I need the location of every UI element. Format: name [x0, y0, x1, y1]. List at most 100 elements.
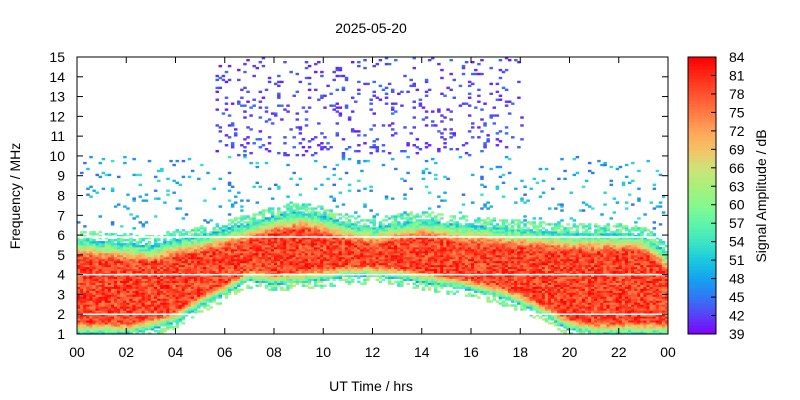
heatmap-cell — [150, 258, 155, 262]
heatmap-cell — [178, 300, 183, 303]
heatmap-cell — [123, 324, 127, 327]
heatmap-cell — [150, 300, 155, 303]
heatmap-cell — [237, 233, 241, 236]
heatmap-cell — [110, 276, 115, 279]
heatmap-cell — [270, 246, 275, 250]
heatmap-cell — [301, 146, 306, 149]
heatmap-cell — [135, 284, 139, 287]
heatmap-cell — [354, 254, 358, 258]
heatmap-cell — [187, 288, 192, 291]
heatmap-cell — [184, 308, 189, 311]
heatmap-cell — [270, 211, 275, 214]
heatmap-cell — [280, 215, 284, 218]
heatmap-cell — [237, 153, 241, 157]
heatmap-cell — [83, 248, 87, 252]
heatmap-cell — [77, 286, 81, 289]
heatmap-cell — [347, 241, 352, 244]
heatmap-cell — [258, 248, 263, 252]
heatmap-cell — [175, 268, 179, 272]
heatmap-cell — [320, 215, 324, 218]
heatmap-cell — [92, 302, 96, 305]
heatmap-cell — [135, 308, 139, 311]
heatmap-cell — [144, 314, 149, 317]
heatmap-cell — [129, 304, 133, 307]
heatmap-cell — [261, 250, 266, 254]
heatmap-cell — [381, 254, 386, 258]
heatmap-cell — [166, 260, 170, 264]
heatmap-cell — [366, 258, 370, 262]
heatmap-cell — [292, 242, 296, 246]
heatmap-cell — [249, 106, 253, 109]
heatmap-cell — [80, 332, 84, 335]
heatmap-cell — [150, 322, 155, 325]
heatmap-cell — [86, 276, 90, 279]
heatmap-cell — [86, 302, 90, 305]
heatmap-cell — [409, 237, 413, 240]
heatmap-cell — [347, 242, 352, 246]
heatmap-cell — [166, 241, 170, 244]
heatmap-cell — [394, 262, 398, 266]
heatmap-cell — [338, 270, 343, 274]
heatmap-cell — [153, 242, 158, 246]
heatmap-cell — [187, 292, 192, 295]
heatmap-cell — [400, 278, 404, 281]
heatmap-cell — [274, 252, 278, 256]
heatmap-cell — [147, 294, 152, 297]
heatmap-cell — [203, 262, 207, 266]
heatmap-cell — [150, 272, 155, 276]
heatmap-cell — [98, 290, 103, 293]
heatmap-cell — [178, 233, 183, 236]
heatmap-cell — [314, 284, 318, 287]
heatmap-cell — [255, 244, 260, 248]
heatmap-cell — [157, 248, 161, 252]
heatmap-cell — [157, 254, 161, 258]
heatmap-cell — [212, 242, 216, 246]
heatmap-cell — [415, 233, 420, 236]
heatmap-cell — [80, 256, 84, 260]
heatmap-cell — [92, 231, 96, 234]
heatmap-cell — [104, 244, 109, 248]
heatmap-cell — [264, 120, 269, 123]
heatmap-cell — [166, 231, 170, 234]
heatmap-cell — [160, 284, 164, 287]
heatmap-cell — [289, 235, 293, 238]
heatmap-cell — [403, 256, 407, 260]
heatmap-cell — [230, 227, 235, 230]
heatmap-cell — [178, 258, 183, 262]
heatmap-cell — [138, 239, 143, 242]
heatmap-cell — [86, 288, 90, 291]
heatmap-cell — [292, 209, 296, 212]
heatmap-cell — [200, 284, 204, 287]
heatmap-cell — [104, 233, 109, 236]
heatmap-cell — [326, 254, 330, 258]
heatmap-cell — [332, 274, 336, 278]
heatmap-cell — [104, 242, 109, 246]
heatmap-cell — [166, 270, 170, 274]
heatmap-cell — [381, 144, 386, 147]
heatmap-cell — [98, 330, 103, 333]
heatmap-cell — [246, 244, 250, 248]
heatmap-cell — [117, 244, 121, 248]
heatmap-cell — [357, 227, 361, 230]
heatmap-cell — [206, 233, 210, 236]
heatmap-cell — [409, 84, 413, 88]
heatmap-cell — [212, 235, 216, 238]
heatmap-cell — [197, 302, 201, 305]
heatmap-cell — [274, 183, 278, 187]
heatmap-cell — [113, 280, 118, 283]
heatmap-cell — [326, 241, 330, 244]
heatmap-cell — [406, 229, 410, 232]
heatmap-cell — [169, 302, 173, 305]
heatmap-cell — [372, 90, 376, 94]
heatmap-cell — [310, 231, 315, 234]
heatmap-cell — [206, 171, 210, 175]
heatmap-cell — [132, 239, 136, 242]
heatmap-cell — [203, 300, 207, 303]
heatmap-cell — [169, 235, 173, 238]
heatmap-cell — [304, 276, 309, 279]
heatmap-cell — [126, 290, 130, 293]
heatmap-cell — [190, 272, 195, 276]
heatmap-cell — [384, 241, 389, 244]
heatmap-cell — [98, 244, 103, 248]
heatmap-cell — [227, 284, 232, 287]
